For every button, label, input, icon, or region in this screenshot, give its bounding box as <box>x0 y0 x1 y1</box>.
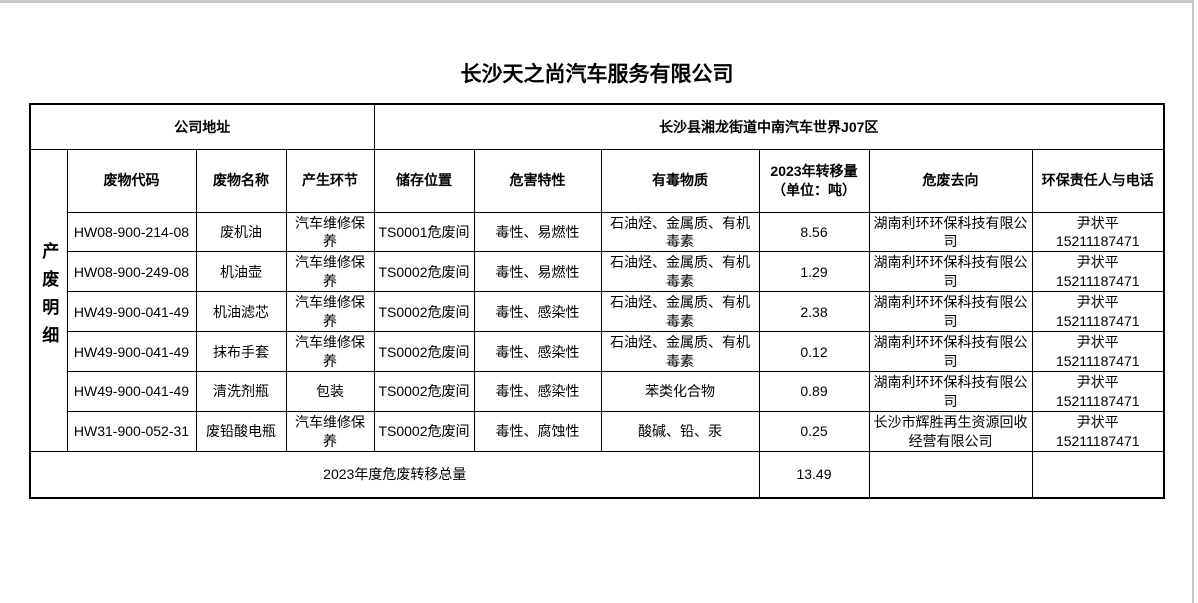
cell-generation-stage: 汽车维修保养 <box>285 291 375 333</box>
cell-waste-name: 废机油 <box>195 211 287 253</box>
page-right-edge <box>1192 0 1194 603</box>
col-header-contact: 环保责任人与电话 <box>1031 148 1165 213</box>
company-address-value: 长沙县湘龙街道中南汽车世界J07区 <box>373 103 1165 150</box>
table-row: HW31-900-052-31 废铅酸电瓶 汽车维修保养 TS0002危废间 毒… <box>30 411 1165 453</box>
contact-phone: 15211187471 <box>1055 392 1140 409</box>
cell-contact: 尹状平 15211187471 <box>1031 371 1165 413</box>
transfer-amount-header-line1: 2023年转移量 <box>770 163 858 180</box>
cell-waste-code: HW49-900-041-49 <box>66 371 197 413</box>
cell-transfer-amount: 8.56 <box>758 211 870 253</box>
cell-destination: 湖南利环环保科技有限公司 <box>868 371 1033 413</box>
cell-hazard-characteristics: 毒性、易燃性 <box>473 251 602 293</box>
cell-toxic-substances: 石油烃、金属质、有机毒素 <box>600 211 760 253</box>
col-header-waste-name: 废物名称 <box>195 148 287 213</box>
side-header-waste-detail: 产废明细 <box>29 148 68 453</box>
cell-destination: 湖南利环环保科技有限公司 <box>868 211 1033 253</box>
side-header-label: 产废明细 <box>39 242 59 355</box>
cell-transfer-amount: 1.29 <box>758 251 870 293</box>
cell-destination: 湖南利环环保科技有限公司 <box>868 331 1033 373</box>
cell-toxic-substances: 酸碱、铅、汞 <box>600 411 760 453</box>
cell-waste-code: HW08-900-214-08 <box>66 211 197 253</box>
contact-name: 尹状平 <box>1076 214 1119 231</box>
cell-generation-stage: 汽车维修保养 <box>285 211 375 253</box>
cell-waste-code: HW08-900-249-08 <box>66 251 197 293</box>
contact-phone: 15211187471 <box>1055 232 1140 249</box>
contact-name: 尹状平 <box>1076 374 1119 391</box>
cell-toxic-substances: 石油烃、金属质、有机毒素 <box>600 331 760 373</box>
table-row: HW49-900-041-49 清洗剂瓶 包装 TS0002危废间 毒性、感染性… <box>30 371 1165 413</box>
contact-name: 尹状平 <box>1076 334 1119 351</box>
cell-toxic-substances: 苯类化合物 <box>600 371 760 413</box>
total-amount: 13.49 <box>758 451 870 499</box>
cell-waste-code: HW49-900-041-49 <box>66 331 197 373</box>
contact-name: 尹状平 <box>1076 414 1119 431</box>
contact-phone: 15211187471 <box>1055 272 1140 289</box>
cell-hazard-characteristics: 毒性、感染性 <box>473 291 602 333</box>
cell-toxic-substances: 石油烃、金属质、有机毒素 <box>600 291 760 333</box>
contact-name: 尹状平 <box>1076 294 1119 311</box>
waste-transfer-table: 公司地址 长沙县湘龙街道中南汽车世界J07区 产废明细 废物代码 废物名称 产生… <box>29 103 1165 499</box>
cell-transfer-amount: 0.25 <box>758 411 870 453</box>
table-row: HW49-900-041-49 抹布手套 汽车维修保养 TS0002危废间 毒性… <box>30 331 1165 373</box>
col-header-transfer-amount: 2023年转移量 （单位：吨） <box>758 148 870 213</box>
cell-generation-stage: 包装 <box>285 371 375 413</box>
cell-hazard-characteristics: 毒性、感染性 <box>473 331 602 373</box>
page-title: 长沙天之尚汽车服务有限公司 <box>460 63 734 86</box>
cell-storage-location: TS0002危废间 <box>373 251 475 293</box>
cell-contact: 尹状平 15211187471 <box>1031 251 1165 293</box>
cell-generation-stage: 汽车维修保养 <box>285 251 375 293</box>
cell-waste-name: 抹布手套 <box>195 331 287 373</box>
contact-name: 尹状平 <box>1076 254 1119 271</box>
table-row: HW49-900-041-49 机油滤芯 汽车维修保养 TS0002危废间 毒性… <box>30 291 1165 333</box>
col-header-generation-stage: 产生环节 <box>285 148 375 213</box>
cell-storage-location: TS0001危废间 <box>373 211 475 253</box>
cell-waste-name: 机油壶 <box>195 251 287 293</box>
cell-destination: 湖南利环环保科技有限公司 <box>868 291 1033 333</box>
page-top-edge <box>0 0 1193 3</box>
cell-contact: 尹状平 15211187471 <box>1031 331 1165 373</box>
total-destination-empty <box>868 451 1033 499</box>
cell-storage-location: TS0002危废间 <box>373 291 475 333</box>
cell-waste-name: 机油滤芯 <box>195 291 287 333</box>
cell-storage-location: TS0002危废间 <box>373 371 475 413</box>
cell-transfer-amount: 0.12 <box>758 331 870 373</box>
contact-phone: 15211187471 <box>1055 312 1140 329</box>
cell-contact: 尹状平 15211187471 <box>1031 411 1165 453</box>
col-header-destination: 危废去向 <box>868 148 1033 213</box>
cell-storage-location: TS0002危废间 <box>373 411 475 453</box>
cell-contact: 尹状平 15211187471 <box>1031 291 1165 333</box>
company-address-label: 公司地址 <box>29 103 375 150</box>
cell-waste-name: 清洗剂瓶 <box>195 371 287 413</box>
col-header-storage-location: 储存位置 <box>373 148 475 213</box>
cell-toxic-substances: 石油烃、金属质、有机毒素 <box>600 251 760 293</box>
table-row: HW08-900-214-08 废机油 汽车维修保养 TS0001危废间 毒性、… <box>30 211 1165 253</box>
cell-storage-location: TS0002危废间 <box>373 331 475 373</box>
cell-generation-stage: 汽车维修保养 <box>285 411 375 453</box>
contact-phone: 15211187471 <box>1055 352 1140 369</box>
total-label: 2023年度危废转移总量 <box>29 451 760 499</box>
contact-phone: 15211187471 <box>1055 432 1140 449</box>
address-row: 公司地址 长沙县湘龙街道中南汽车世界J07区 <box>29 103 1165 150</box>
cell-hazard-characteristics: 毒性、易燃性 <box>473 211 602 253</box>
cell-waste-name: 废铅酸电瓶 <box>195 411 287 453</box>
cell-contact: 尹状平 15211187471 <box>1031 211 1165 253</box>
transfer-amount-header-line2: （单位：吨） <box>772 181 856 198</box>
total-contact-empty <box>1031 451 1165 499</box>
col-header-toxic-substances: 有毒物质 <box>600 148 760 213</box>
col-header-hazard-characteristics: 危害特性 <box>473 148 602 213</box>
cell-waste-code: HW49-900-041-49 <box>66 291 197 333</box>
col-header-waste-code: 废物代码 <box>66 148 197 213</box>
cell-destination: 湖南利环环保科技有限公司 <box>868 251 1033 293</box>
header-row: 产废明细 废物代码 废物名称 产生环节 储存位置 危害特性 有毒物质 2023年… <box>29 148 1165 453</box>
cell-hazard-characteristics: 毒性、感染性 <box>473 371 602 413</box>
table-row: HW08-900-249-08 机油壶 汽车维修保养 TS0002危废间 毒性、… <box>30 251 1165 293</box>
total-row: 2023年度危废转移总量 13.49 <box>29 451 1165 499</box>
cell-transfer-amount: 2.38 <box>758 291 870 333</box>
cell-hazard-characteristics: 毒性、腐蚀性 <box>473 411 602 453</box>
cell-generation-stage: 汽车维修保养 <box>285 331 375 373</box>
cell-destination: 长沙市辉胜再生资源回收经营有限公司 <box>868 411 1033 453</box>
cell-waste-code: HW31-900-052-31 <box>66 411 197 453</box>
cell-transfer-amount: 0.89 <box>758 371 870 413</box>
